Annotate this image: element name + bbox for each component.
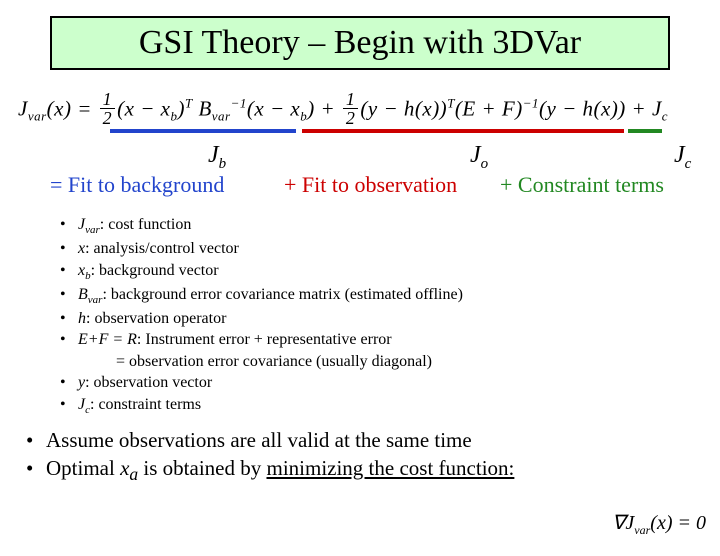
def-h: h: observation operator: [60, 308, 660, 330]
jb-label: Jb: [208, 142, 226, 173]
optimal-line: Optimal xa is obtained by minimizing the…: [26, 454, 706, 487]
assume-line: Assume observations are all valid at the…: [26, 426, 706, 454]
underline-jc: [628, 128, 662, 133]
jo-label: Jo: [470, 142, 488, 173]
underline-jo: [302, 128, 624, 133]
underline-jb: [110, 128, 296, 133]
def-y: y: observation vector: [60, 372, 660, 394]
equation-text: Jvar(x) = 12(x − xb)T Bvar−1(x − xb) + 1…: [18, 92, 668, 129]
def-jc: Jc: constraint terms: [60, 394, 660, 418]
fit-background-label: = Fit to background: [50, 172, 224, 198]
bottom-bullets: Assume observations are all valid at the…: [26, 426, 706, 487]
definitions-list: Jvar: cost function x: analysis/control …: [60, 214, 660, 418]
gradient-equation: ∇Jvar(x) = 0: [612, 510, 706, 538]
def-bvar: Bvar: background error covariance matrix…: [60, 284, 660, 308]
term-labels: Jb Jo Jc = Fit to background + Fit to ob…: [10, 142, 710, 204]
fit-observation-label: + Fit to observation: [284, 172, 457, 198]
cost-function-equation: Jvar(x) = 12(x − xb)T Bvar−1(x − xb) + 1…: [10, 82, 710, 136]
def-ef: E+F = R: Instrument error + representati…: [60, 329, 660, 351]
fit-constraint-label: + Constraint terms: [500, 172, 664, 198]
slide-title: GSI Theory – Begin with 3DVar: [62, 24, 658, 62]
def-jvar: Jvar: cost function: [60, 214, 660, 238]
def-ef-sub: = observation error covariance (usually …: [60, 351, 660, 373]
def-xb: xb: background vector: [60, 260, 660, 284]
title-box: GSI Theory – Begin with 3DVar: [50, 16, 670, 70]
jc-label: Jc: [674, 142, 691, 173]
def-x: x: analysis/control vector: [60, 238, 660, 260]
